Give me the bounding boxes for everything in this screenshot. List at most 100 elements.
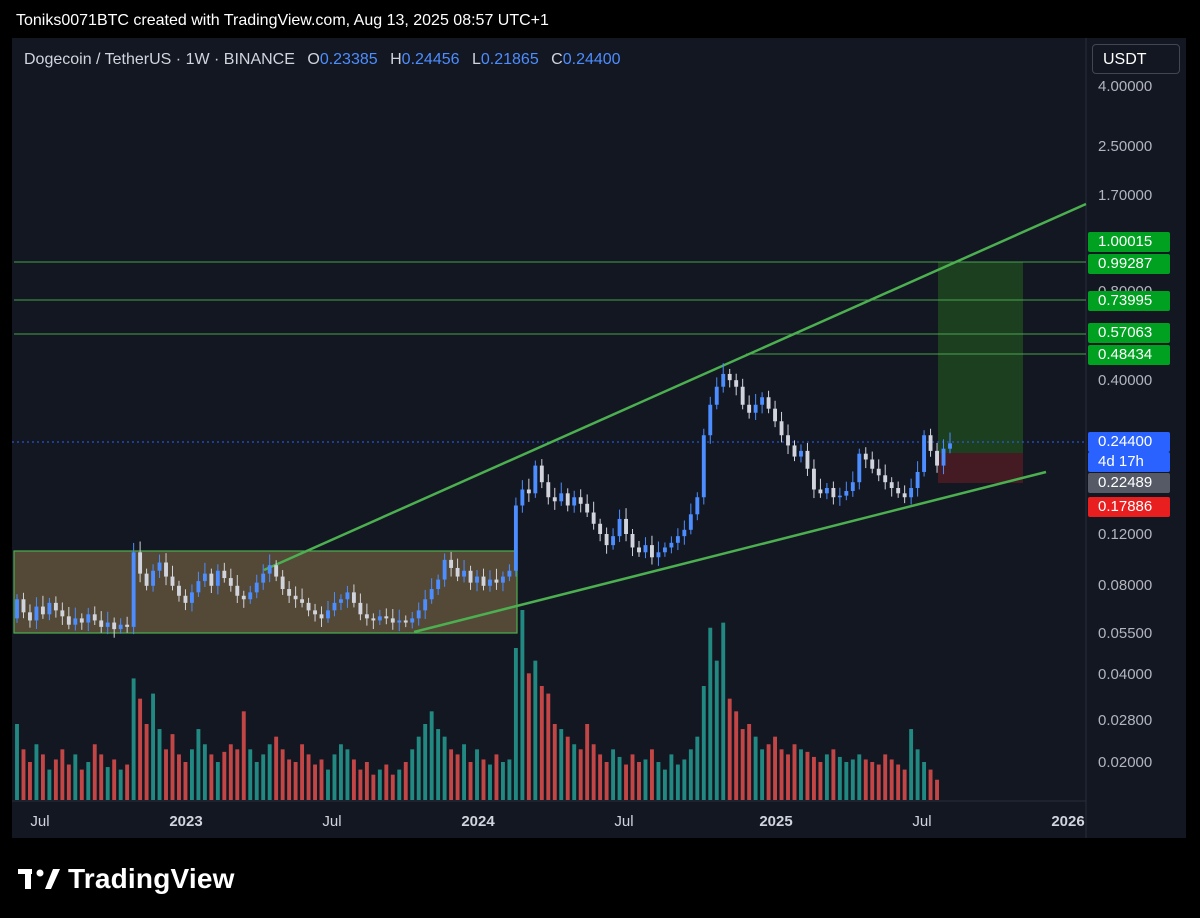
volume-bar <box>598 754 603 800</box>
target-zone <box>938 262 1023 453</box>
volume-bar <box>695 736 700 800</box>
candle-body <box>248 592 253 600</box>
price-tag: 1.00015 <box>1088 232 1170 252</box>
volume-bar <box>397 769 402 800</box>
candle-body <box>403 620 408 623</box>
volume-bar <box>351 759 356 800</box>
candle-body <box>727 373 732 381</box>
high-value: 0.24456 <box>401 51 460 68</box>
volume-bar <box>572 744 577 800</box>
x-tick-label: 2026 <box>1051 813 1084 830</box>
price-tag: 0.17886 <box>1088 497 1170 517</box>
candle-body <box>397 620 402 623</box>
volume-bar <box>157 729 162 800</box>
volume-bar <box>740 729 745 800</box>
volume-bar <box>883 754 888 800</box>
volume-bar <box>643 759 648 800</box>
candle-body <box>21 599 26 613</box>
price-tag: 0.22489 <box>1088 473 1170 493</box>
y-tick-label: 4.00000 <box>1098 78 1152 95</box>
candle-body <box>254 582 259 593</box>
volume-bar <box>345 749 350 800</box>
volume-bar <box>578 749 583 800</box>
volume-bar <box>254 762 259 800</box>
stop-zone <box>938 453 1023 483</box>
candle-body <box>786 435 790 446</box>
volume-bar <box>53 759 58 800</box>
candle-body <box>533 465 538 494</box>
candle-body <box>740 386 745 405</box>
volume-bar <box>313 764 317 800</box>
candle-body <box>688 514 693 530</box>
candle-body <box>92 614 97 621</box>
candle-body <box>34 606 39 621</box>
volume-bar <box>112 759 117 800</box>
y-tick-label: 0.04000 <box>1098 666 1152 683</box>
volume-bar <box>747 724 752 800</box>
candle-body <box>611 536 616 546</box>
price-tag: 0.99287 <box>1088 254 1170 274</box>
volume-bar <box>241 711 246 800</box>
volume-bar <box>675 764 680 800</box>
volume-bar <box>831 749 836 800</box>
candle-body <box>630 534 635 548</box>
candle-body <box>53 602 58 611</box>
volume-bar <box>850 759 855 800</box>
symbol-info: Dogecoin / TetherUS · 1W · BINANCE <box>24 51 295 68</box>
volume-bar <box>377 769 382 800</box>
candle-body <box>131 552 136 627</box>
candle-body <box>66 616 71 625</box>
candle-body <box>928 435 933 451</box>
candle-body <box>935 450 939 466</box>
candle-body <box>714 386 719 405</box>
candle-body <box>241 595 246 600</box>
candle-body <box>73 618 78 625</box>
x-tick-label: Jul <box>912 813 931 830</box>
close-label: C <box>551 51 563 68</box>
y-tick-label: 0.02800 <box>1098 712 1152 729</box>
volume-bar <box>824 754 829 800</box>
x-tick-label: 2025 <box>759 813 792 830</box>
candle-body <box>766 397 771 409</box>
x-tick-label: Jul <box>30 813 49 830</box>
candle-body <box>222 570 227 579</box>
volume-bar <box>449 749 454 800</box>
y-tick-label: 0.12000 <box>1098 526 1152 543</box>
volume-bar <box>863 759 868 800</box>
x-tick-label: 2024 <box>461 813 495 830</box>
candle-body <box>824 488 829 494</box>
y-tick-label: 0.05500 <box>1098 625 1152 642</box>
candle-body <box>760 397 765 405</box>
volume-bar <box>805 751 810 800</box>
volume-bar <box>280 749 285 800</box>
volume-bar <box>811 756 816 800</box>
volume-bar <box>520 610 525 800</box>
candle-body <box>896 488 901 494</box>
volume-bar <box>429 711 434 800</box>
candle-body <box>604 534 609 546</box>
candle-body <box>662 547 667 553</box>
candle-body <box>384 616 389 619</box>
candle-body <box>591 512 596 524</box>
candle-body <box>572 497 577 506</box>
volume-bar <box>909 729 914 800</box>
volume-bar <box>773 736 778 800</box>
currency-button[interactable]: USDT <box>1092 44 1180 74</box>
volume-bar <box>526 673 531 800</box>
volume-bar <box>125 764 130 800</box>
volume-bar <box>287 759 292 800</box>
volume-bar <box>189 749 194 800</box>
candle-body <box>377 616 382 621</box>
candle-body <box>799 450 803 457</box>
candle-body <box>488 579 492 586</box>
volume-bar <box>306 754 311 800</box>
candle-body <box>345 592 350 600</box>
open-label: O <box>307 51 320 68</box>
chart-panel[interactable]: 4.000002.500001.700000.800000.400000.120… <box>12 38 1186 838</box>
volume-bar <box>792 744 797 800</box>
price-chart[interactable]: 4.000002.500001.700000.800000.400000.120… <box>12 38 1186 838</box>
candle-body <box>811 468 816 490</box>
candle-body <box>507 570 512 577</box>
volume-bar <box>876 764 881 800</box>
candle-body <box>948 443 952 449</box>
